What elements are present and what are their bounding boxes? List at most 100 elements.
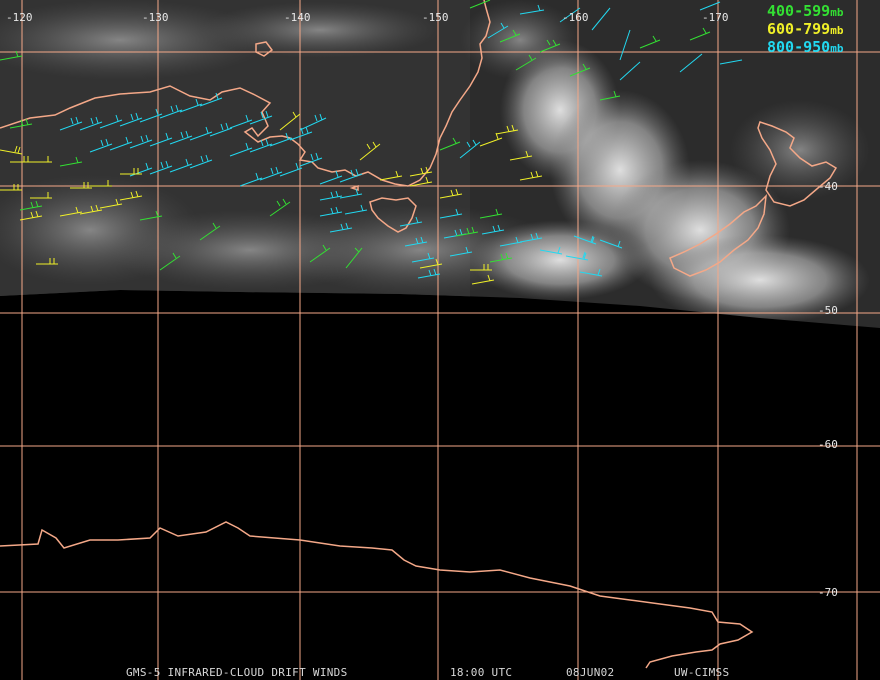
footer-date: 08JUN02 [566, 666, 614, 679]
wind-barb [699, 1, 721, 11]
longitude-label: -160 [562, 11, 589, 24]
wind-barb [189, 126, 213, 141]
wind-barb [399, 216, 423, 227]
wind-barb [404, 236, 428, 247]
wind-barb [599, 239, 623, 249]
wind-barb [591, 7, 611, 31]
wind-barb [619, 61, 641, 81]
longitude-label: -170 [702, 11, 729, 24]
wind-barb [499, 29, 521, 43]
footer-caption: GMS-5 INFRARED-CLOUD DRIFT WINDS 18:00 U… [126, 666, 729, 679]
legend-entry-800-950: 800-950mb [767, 38, 844, 56]
wind-barb [455, 226, 479, 237]
wind-barb [90, 180, 112, 187]
latitude-label: -70 [818, 586, 838, 599]
wind-barb [515, 54, 537, 71]
wind-barb [449, 246, 473, 257]
wind-barb [139, 108, 163, 123]
wind-barb [120, 168, 142, 175]
wind-barb [89, 138, 113, 153]
wind-barb [470, 264, 492, 271]
wind-barb [573, 235, 597, 245]
legend-entry-400-599: 400-599mb [767, 2, 844, 20]
wind-barb [495, 124, 519, 135]
footer-source: UW-CIMSS [674, 666, 729, 679]
wind-barb [299, 152, 323, 167]
wind-barb [119, 190, 143, 201]
wind-barb [719, 59, 743, 65]
wind-barb [149, 132, 173, 147]
wind-barb [249, 138, 273, 153]
wind-barb [489, 252, 513, 263]
wind-barb [539, 246, 563, 255]
wind-barb [229, 114, 253, 129]
wind-barbs-600-799mb [0, 111, 543, 285]
longitude-label: -140 [284, 11, 311, 24]
wind-barb [59, 206, 83, 217]
wind-barb [70, 182, 92, 189]
wind-barb [199, 222, 221, 241]
wind-barb [59, 156, 83, 167]
wind-barb [419, 258, 443, 269]
wind-barb [639, 35, 661, 49]
wind-barb [471, 274, 495, 285]
latitude-label: -50 [818, 304, 838, 317]
wind-barb [0, 145, 23, 155]
new-zealand-south-coast [669, 193, 767, 277]
wind-barb [309, 244, 331, 263]
wind-barb [299, 113, 327, 131]
wind-barb [345, 247, 363, 269]
wind-barb [479, 208, 503, 219]
longitude-label: -120 [6, 11, 33, 24]
wind-barb [249, 110, 273, 125]
wind-barb [199, 92, 223, 107]
infrared-image [0, 0, 880, 328]
wind-barb [689, 27, 711, 41]
wind-barb [149, 160, 173, 175]
wind-barb [344, 204, 368, 215]
wind-barb [499, 236, 523, 247]
wind-barb [339, 188, 363, 199]
kangaroo-island-coast [349, 184, 359, 192]
small-island-coast [255, 41, 274, 57]
wind-barb [519, 170, 543, 181]
wind-barb [679, 53, 703, 73]
wind-barb [439, 137, 461, 151]
wind-barb [539, 39, 561, 53]
wind-barb [519, 232, 543, 243]
wind-barb [359, 141, 381, 161]
wind-barb [439, 188, 463, 199]
wind-barb [417, 268, 441, 279]
wind-barb [179, 98, 203, 113]
wind-barb [319, 206, 343, 217]
wind-barb [9, 118, 33, 129]
wind-barb [619, 29, 631, 61]
wind-barb [469, 0, 491, 9]
wind-barb [599, 90, 621, 101]
wind-barb [30, 156, 52, 163]
wind-barb [329, 222, 353, 233]
wind-barb [379, 170, 403, 181]
wind-barb [159, 252, 181, 271]
wind-barb [569, 63, 591, 77]
wind-barb [19, 200, 43, 211]
wind-barb [169, 158, 193, 173]
wind-barb [99, 114, 123, 129]
wind-barb [319, 190, 343, 201]
wind-barb [269, 132, 293, 147]
wind-barb [339, 168, 363, 183]
wind-barb [209, 122, 233, 137]
latitude-label: -40 [818, 180, 838, 193]
new-zealand-north-coast [757, 121, 838, 207]
coastlines [0, 0, 838, 669]
wind-barb [139, 210, 163, 221]
longitude-labels: -120 -130 -140 -150 -160 -170 [6, 11, 729, 24]
wind-barb [565, 251, 589, 261]
wind-barb [0, 50, 23, 61]
wind-barb [169, 130, 193, 145]
wind-barbs-400-599mb [0, 0, 711, 271]
wind-barb [481, 224, 505, 235]
australia-coast [0, 0, 491, 187]
wind-barb [459, 139, 481, 159]
